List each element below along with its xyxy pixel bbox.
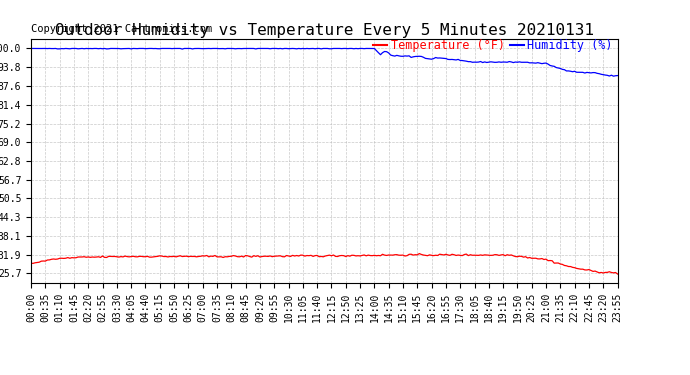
Legend: Temperature (°F), Humidity (%): Temperature (°F), Humidity (%) xyxy=(368,34,618,57)
Text: Copyright 2021 Cartronics.com: Copyright 2021 Cartronics.com xyxy=(31,24,213,34)
Title: Outdoor Humidity vs Temperature Every 5 Minutes 20210131: Outdoor Humidity vs Temperature Every 5 … xyxy=(55,23,594,38)
